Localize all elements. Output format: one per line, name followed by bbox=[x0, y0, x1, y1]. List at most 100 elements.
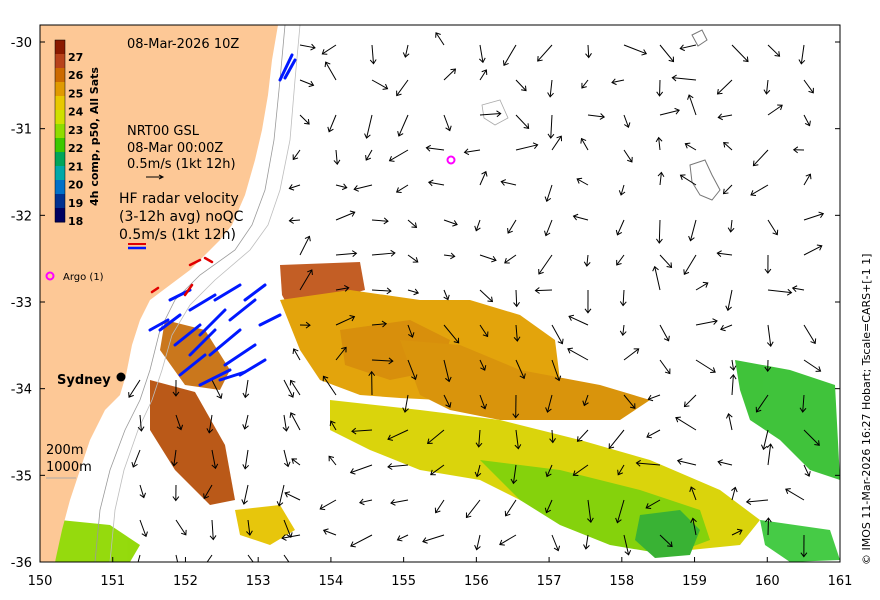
current-arrow bbox=[550, 114, 553, 139]
current-arrow bbox=[175, 554, 179, 562]
current-arrow bbox=[371, 79, 388, 90]
current-arrow bbox=[620, 184, 625, 196]
current-arrow-head bbox=[774, 51, 781, 57]
current-arrow bbox=[515, 289, 518, 307]
current-arrow-head bbox=[386, 287, 392, 295]
current-arrow bbox=[443, 394, 451, 408]
current-arrow bbox=[396, 184, 409, 193]
current-arrow-head bbox=[656, 238, 663, 244]
current-arrow-head bbox=[341, 183, 348, 191]
current-arrow bbox=[211, 519, 214, 540]
current-arrow bbox=[577, 429, 589, 442]
current-arrow bbox=[443, 254, 455, 257]
current-arrow-head bbox=[688, 235, 695, 242]
current-arrow bbox=[322, 44, 337, 55]
colorbar-segment bbox=[55, 166, 65, 181]
nrt-label-3: 0.5m/s (1kt 12h) bbox=[127, 157, 236, 172]
current-arrow bbox=[359, 499, 373, 504]
current-arrow bbox=[365, 149, 373, 161]
current-arrow bbox=[466, 499, 481, 518]
current-arrow-head bbox=[624, 550, 632, 556]
current-arrow-head bbox=[396, 90, 402, 97]
current-arrow bbox=[690, 486, 697, 501]
hf-radar-vectors-red bbox=[150, 256, 214, 297]
current-arrow bbox=[728, 413, 733, 431]
current-arrow bbox=[479, 324, 489, 337]
current-arrow-head bbox=[422, 537, 428, 544]
current-arrow bbox=[792, 287, 805, 291]
current-arrow-head bbox=[668, 56, 675, 63]
current-arrow bbox=[397, 534, 409, 541]
current-arrow-head bbox=[172, 496, 180, 502]
colorbar-frame bbox=[54, 39, 66, 223]
current-arrow bbox=[717, 79, 733, 95]
y-tick-label: -36 bbox=[11, 556, 32, 571]
current-arrow bbox=[283, 379, 294, 398]
current-arrow bbox=[545, 499, 553, 513]
current-arrow-head bbox=[450, 252, 456, 260]
sst-layer bbox=[55, 262, 840, 562]
current-arrow-head bbox=[716, 88, 723, 95]
current-arrow bbox=[479, 289, 493, 302]
current-arrow-head bbox=[478, 57, 486, 64]
map-title: 08-Mar-2026 10Z bbox=[127, 37, 239, 52]
sst-patch-east bbox=[400, 340, 650, 420]
current-arrow-head bbox=[180, 529, 187, 536]
current-arrow-head bbox=[304, 235, 311, 242]
x-tick-label: 160 bbox=[755, 574, 780, 589]
current-arrow-head bbox=[387, 434, 393, 441]
current-arrow bbox=[727, 289, 733, 311]
current-arrow-head bbox=[646, 432, 653, 439]
current-arrow-head bbox=[211, 463, 219, 470]
hf-scale-arrow bbox=[128, 243, 146, 250]
current-arrow bbox=[283, 414, 287, 431]
current-arrow bbox=[328, 114, 337, 132]
current-arrow bbox=[404, 394, 409, 413]
current-arrow-head bbox=[507, 228, 513, 234]
current-arrow bbox=[407, 324, 413, 338]
current-arrow bbox=[507, 219, 517, 234]
current-arrow-head bbox=[785, 488, 791, 495]
current-arrow-head bbox=[305, 321, 311, 329]
current-arrow-head bbox=[763, 89, 771, 95]
current-arrow-head bbox=[581, 82, 587, 89]
current-arrow bbox=[723, 142, 733, 151]
current-arrow bbox=[501, 181, 517, 186]
current-arrow-head bbox=[397, 130, 404, 137]
current-arrow bbox=[803, 429, 820, 446]
current-arrow bbox=[549, 79, 553, 97]
current-arrow bbox=[515, 359, 525, 379]
current-arrow-head bbox=[725, 413, 733, 419]
current-arrow-head bbox=[474, 544, 481, 551]
current-arrow-head bbox=[675, 416, 681, 423]
current-arrow-head bbox=[480, 403, 487, 410]
current-arrow-head bbox=[619, 301, 627, 307]
colorbar-segment bbox=[55, 54, 65, 69]
current-arrow bbox=[435, 32, 445, 46]
current-arrow bbox=[203, 484, 213, 499]
current-arrow bbox=[718, 461, 733, 466]
current-arrow bbox=[443, 114, 451, 131]
colorbar-segment bbox=[55, 40, 65, 55]
current-arrow-head bbox=[412, 257, 419, 263]
current-arrow-head bbox=[341, 346, 347, 353]
current-arrow bbox=[753, 149, 769, 166]
current-arrow bbox=[422, 534, 445, 543]
colorbar-segment bbox=[55, 96, 65, 111]
current-arrow-head bbox=[203, 493, 210, 500]
x-tick-label: 155 bbox=[391, 574, 416, 589]
current-arrow-head bbox=[242, 424, 249, 430]
current-arrow bbox=[616, 499, 625, 523]
current-arrow bbox=[330, 420, 337, 431]
current-arrow bbox=[545, 219, 553, 236]
current-arrow bbox=[244, 449, 249, 469]
current-arrow-head bbox=[537, 56, 543, 62]
current-arrow-head bbox=[731, 486, 738, 493]
current-arrow bbox=[802, 394, 805, 413]
current-arrow-head bbox=[328, 455, 335, 462]
current-arrow-head bbox=[304, 118, 310, 125]
current-arrow-head bbox=[629, 403, 636, 409]
current-arrow-head bbox=[554, 375, 562, 382]
current-arrow bbox=[622, 324, 625, 336]
